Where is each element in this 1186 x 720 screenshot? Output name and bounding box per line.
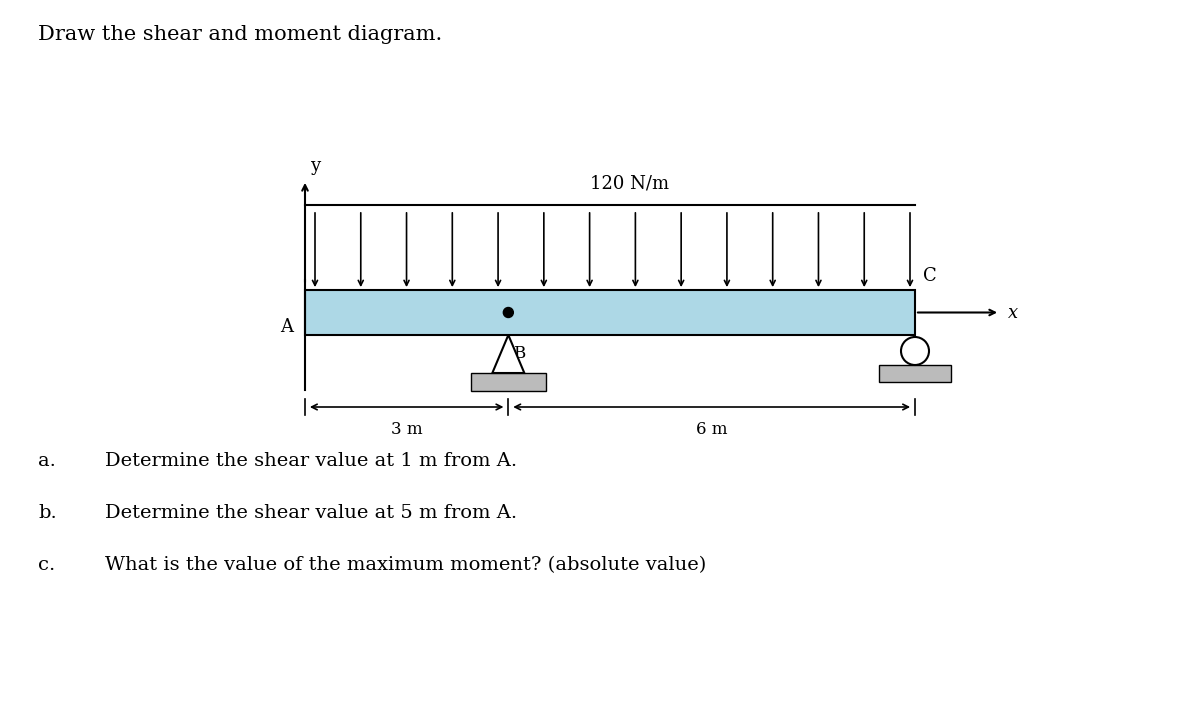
Bar xyxy=(305,290,916,335)
Text: a.: a. xyxy=(38,452,56,470)
Text: b.: b. xyxy=(38,504,57,522)
Text: 3 m: 3 m xyxy=(391,421,422,438)
Text: A: A xyxy=(280,318,293,336)
Text: c.: c. xyxy=(38,556,56,574)
Text: B: B xyxy=(514,345,525,362)
Bar xyxy=(879,365,951,382)
Text: 120 N/m: 120 N/m xyxy=(591,175,670,193)
Text: x: x xyxy=(1008,304,1018,322)
Circle shape xyxy=(901,337,929,365)
Text: 6 m: 6 m xyxy=(696,421,727,438)
Polygon shape xyxy=(492,335,524,373)
Text: C: C xyxy=(923,267,937,285)
Bar xyxy=(471,373,546,391)
Text: Determine the shear value at 5 m from A.: Determine the shear value at 5 m from A. xyxy=(106,504,517,522)
Circle shape xyxy=(503,307,514,318)
Text: Determine the shear value at 1 m from A.: Determine the shear value at 1 m from A. xyxy=(106,452,517,470)
Text: What is the value of the maximum moment? (absolute value): What is the value of the maximum moment?… xyxy=(106,556,706,574)
Text: Draw the shear and moment diagram.: Draw the shear and moment diagram. xyxy=(38,25,442,44)
Text: y: y xyxy=(310,157,320,175)
